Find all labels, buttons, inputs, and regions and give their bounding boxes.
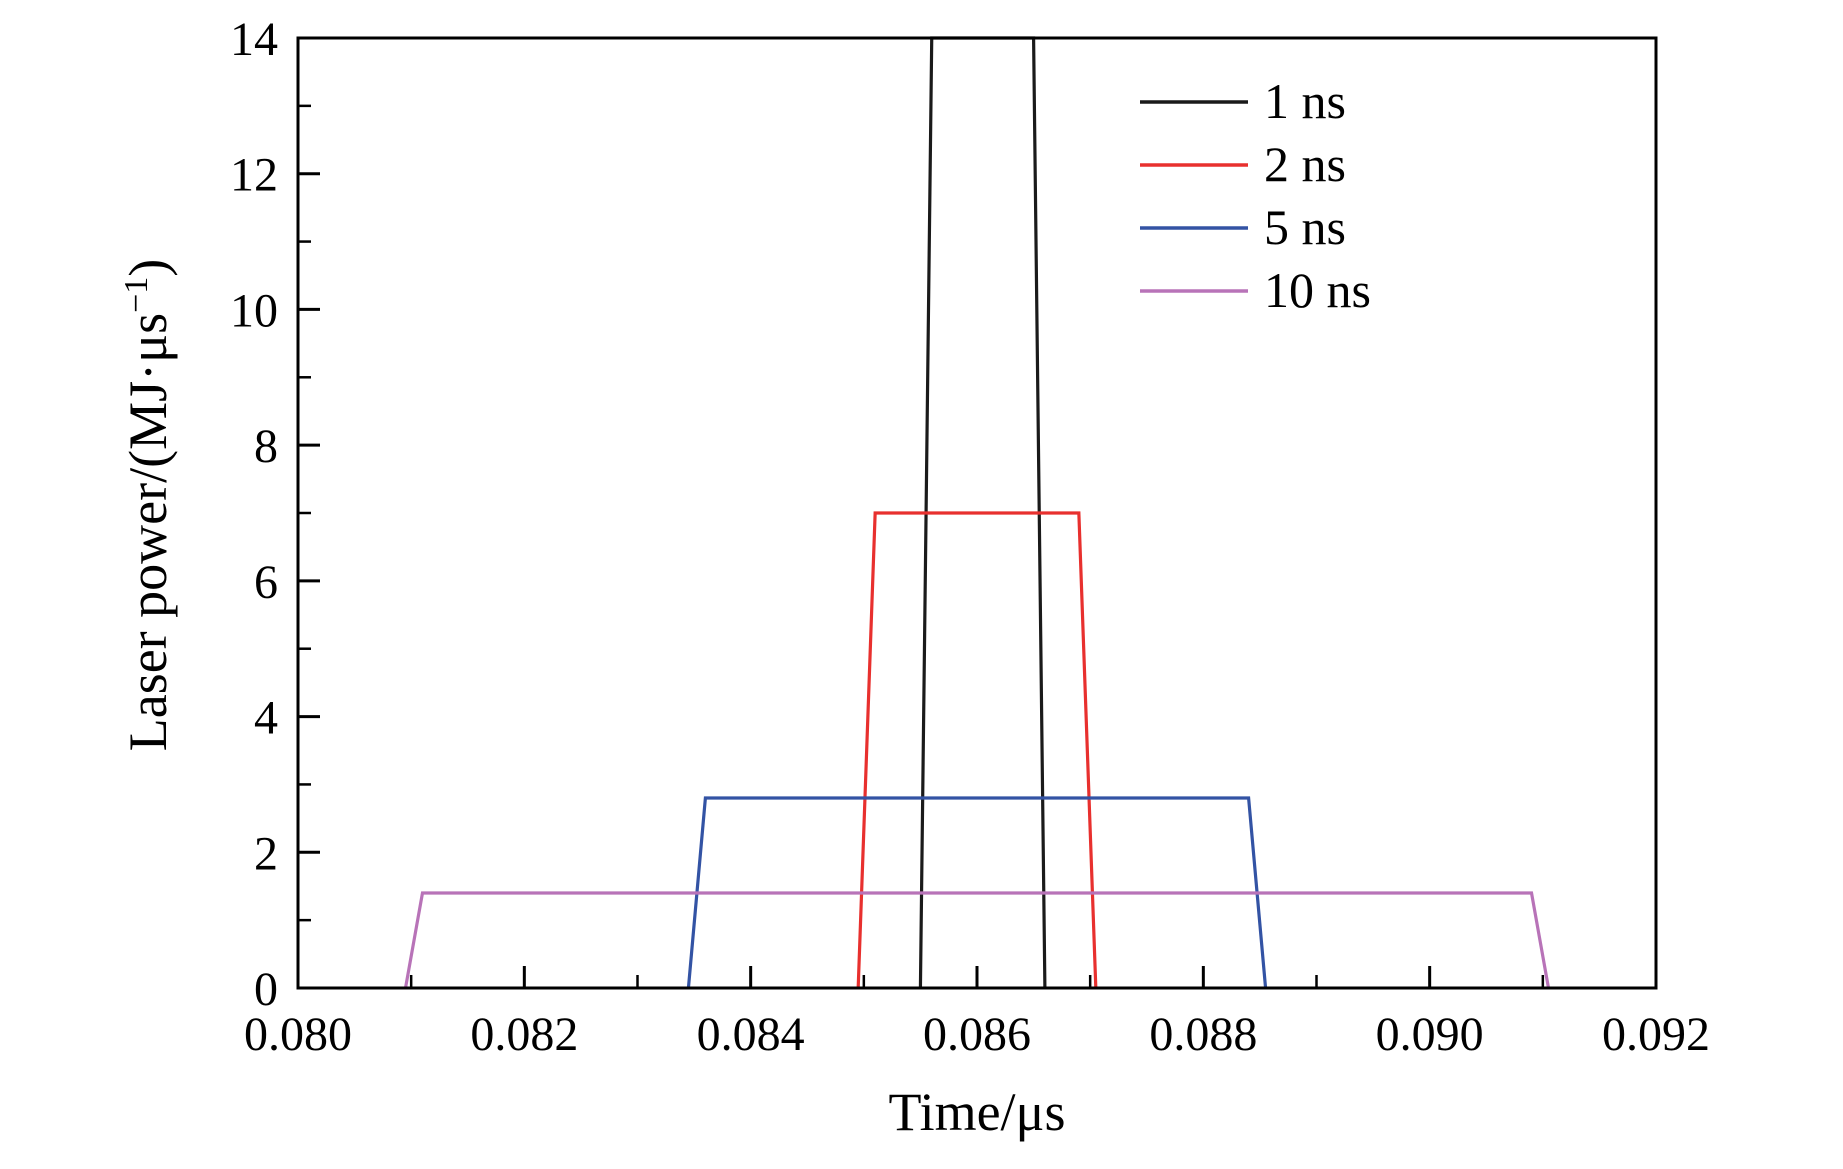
- y-tick-label: 14: [230, 13, 278, 66]
- y-tick-label: 8: [254, 420, 278, 473]
- y-axis-title-sup: −1: [118, 276, 155, 313]
- y-axis-title-text: Laser power/(MJ·μs: [118, 312, 178, 752]
- legend-label-2ns: 2 ns: [1264, 136, 1346, 192]
- y-tick-label: 6: [254, 556, 278, 609]
- y-tick-label: 0: [254, 963, 278, 1016]
- y-tick-label: 2: [254, 827, 278, 880]
- x-tick-label: 0.084: [697, 1008, 805, 1061]
- legend-label-1ns: 1 ns: [1264, 73, 1346, 129]
- x-tick-label: 0.080: [244, 1008, 352, 1061]
- x-tick-label: 0.082: [470, 1008, 578, 1061]
- plot-frame: [296, 36, 1658, 990]
- legend-label-10ns: 10 ns: [1264, 262, 1371, 318]
- legend-label-5ns: 5 ns: [1264, 199, 1346, 255]
- y-axis-title-suffix: ): [118, 258, 178, 277]
- x-tick-label: 0.086: [923, 1008, 1031, 1061]
- y-tick-label: 12: [230, 149, 278, 202]
- x-tick-label: 0.088: [1149, 1008, 1257, 1061]
- y-axis-title: Laser power/(MJ·μs−1): [117, 259, 179, 752]
- x-tick-label: 0.092: [1602, 1008, 1710, 1061]
- series-line-2ns: [856, 511, 1098, 989]
- x-tick-label: 0.090: [1376, 1008, 1484, 1061]
- series-line-10ns: [403, 891, 1551, 989]
- y-tick-label: 4: [254, 692, 278, 745]
- y-tick-label: 10: [230, 284, 278, 337]
- x-axis-title: Time/μs: [888, 1082, 1066, 1142]
